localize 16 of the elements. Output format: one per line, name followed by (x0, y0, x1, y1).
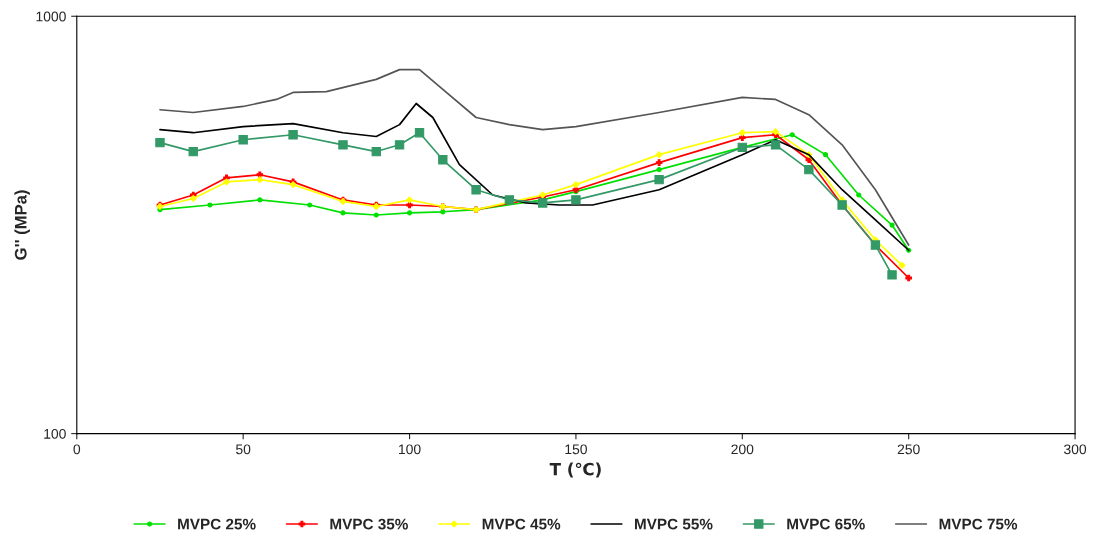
x-tick-label: 200 (731, 444, 754, 455)
x-tick-label: 300 (1064, 444, 1087, 455)
x-tick-label: 150 (565, 444, 587, 455)
y-axis-title: G'' (MPa) (14, 190, 30, 260)
legend-label: MVPC 65% (787, 518, 865, 530)
legend-label: MVPC 45% (482, 518, 561, 530)
x-tick-label: 100 (399, 444, 421, 455)
x-tick-label: 50 (236, 444, 251, 455)
legend-label: MVPC 25% (178, 518, 256, 530)
legend-label: MVPC 35% (330, 518, 408, 530)
legend-label: MVPC 55% (635, 518, 713, 530)
x-tick-label: 0 (73, 444, 81, 455)
legend-label: MVPC 75% (939, 518, 1018, 530)
y-tick-label: 1000 (36, 11, 66, 22)
x-tick-label: 250 (897, 444, 920, 455)
x-axis-title: T (℃) (549, 462, 601, 478)
